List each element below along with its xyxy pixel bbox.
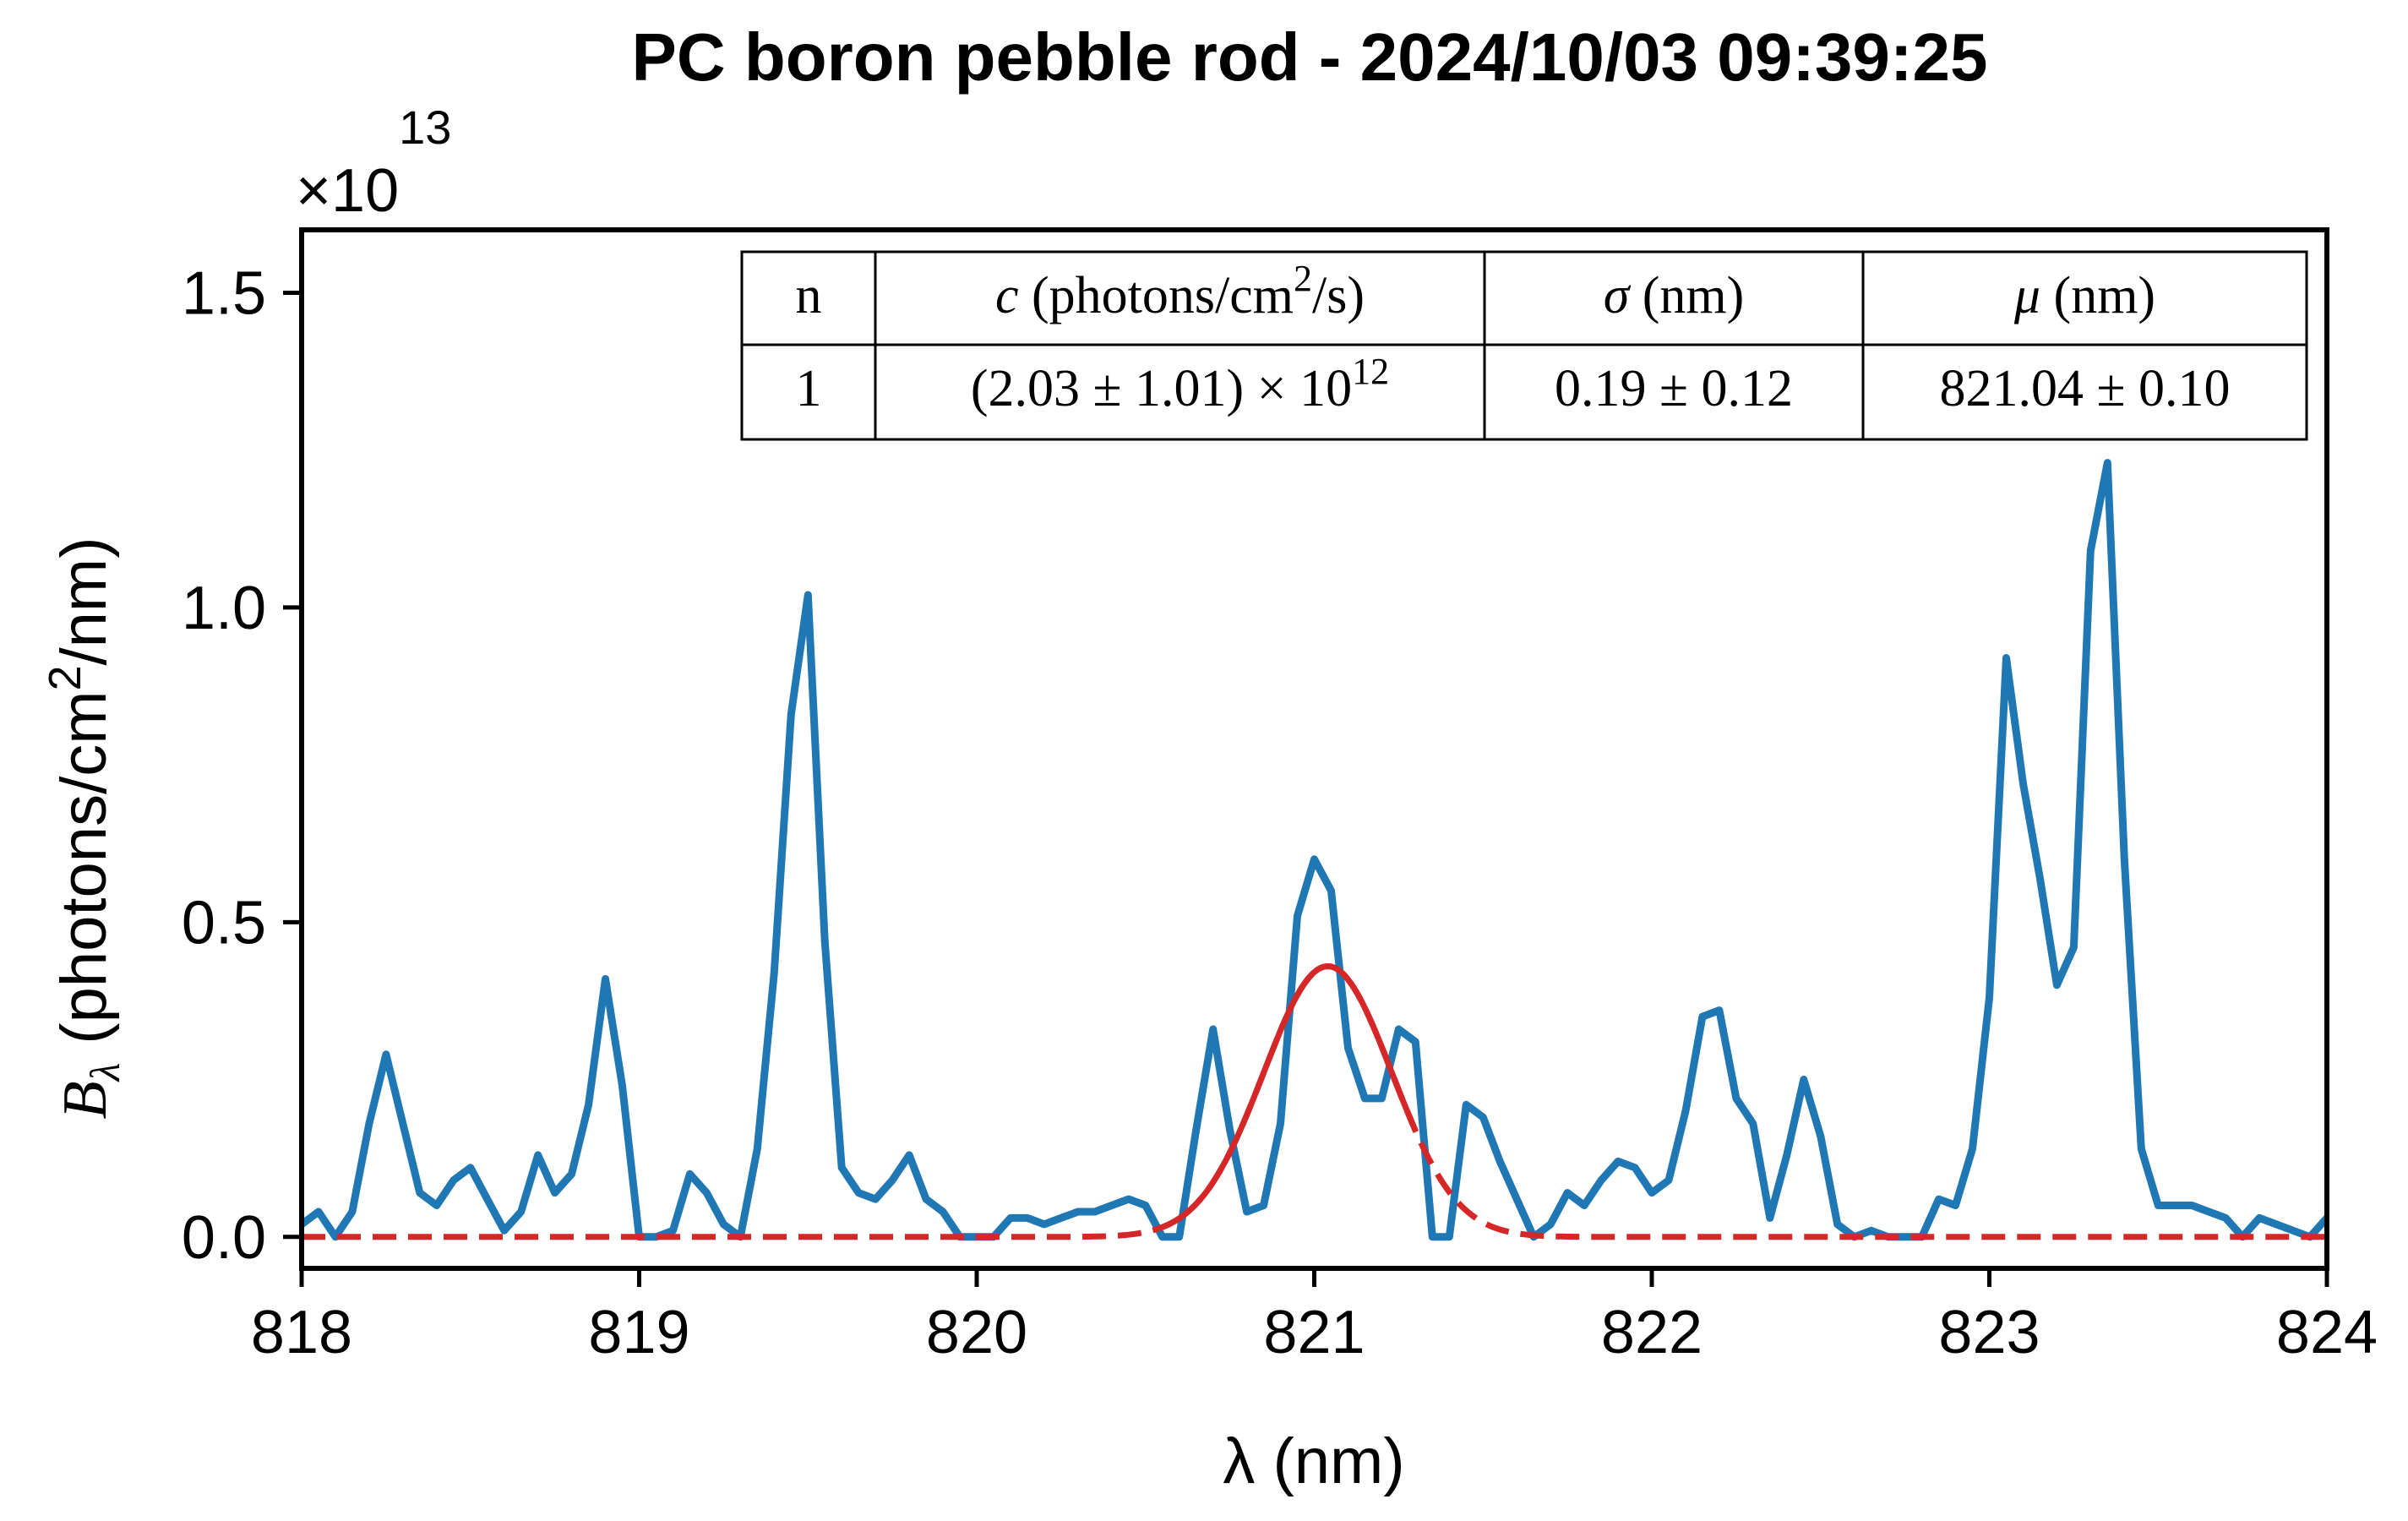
y-label-unit-suffix: /nm) [48,537,120,665]
table-header-cell: σ (nm) [1604,267,1745,324]
y-tick-label: 0.5 [182,889,266,957]
x-tick-label: 822 [1601,1299,1702,1366]
measured-spectrum-line [299,459,2330,1241]
gaussian-fit-solid-line [1161,962,1419,1230]
y-offset-exponent: 13 [399,101,451,154]
table-header-cell: n [796,267,822,324]
y-tick-label: 1.5 [182,259,266,327]
x-axis-label: λ (nm) [1223,1426,1404,1497]
y-offset-label: ×1013 [296,101,451,225]
x-tick-label: 818 [251,1299,352,1366]
fit-results-table: n c (photons/cm2/s) σ (nm) μ (nm) 1 (2.03 ± 1… [740,250,2308,441]
table-value-cell: (2.03 ± 1.01) × 1012 [971,351,1389,417]
y-label-unit-sup: 2 [40,665,90,690]
gaussian-fit-dashed-line [302,962,2327,1240]
y-label-subscript: λ [81,1063,128,1083]
y-label-unit: (photons/cm [48,691,120,1044]
x-tick-label: 823 [1938,1299,2040,1366]
table-value-cell: 1 [796,360,822,417]
series-layer [299,459,2330,1241]
y-offset-base: ×10 [296,157,399,225]
y-label-symbol: B [51,1081,120,1119]
y-axis-label: Bλ (photons/cm2/nm) [40,537,128,1119]
axis-ticks: 818 819 820 821 822 823 824 0.0 0.5 1.0 1.5 [182,259,2378,1366]
x-tick-label: 819 [588,1299,689,1366]
y-tick-label: 0.0 [182,1204,266,1272]
x-tick-label: 824 [2276,1299,2378,1366]
plot-frame [299,227,2329,1271]
x-tick-label: 820 [926,1299,1027,1366]
table-value-cell: 0.19 ± 0.12 [1555,360,1793,417]
svg-text:Bλ(photons/cm2/nm): Bλ (photons/cm2/nm) [40,537,128,1119]
table-value-cell: 821.04 ± 0.10 [1939,360,2230,417]
x-tick-label: 821 [1263,1299,1365,1366]
table-header-cell: c (photons/cm2/s) [995,258,1365,324]
table-header-cell: μ (nm) [2013,267,2155,324]
y-tick-label: 1.0 [182,575,266,642]
chart-title: PC boron pebble rod - 2024/10/03 09:39:2… [631,19,1987,95]
